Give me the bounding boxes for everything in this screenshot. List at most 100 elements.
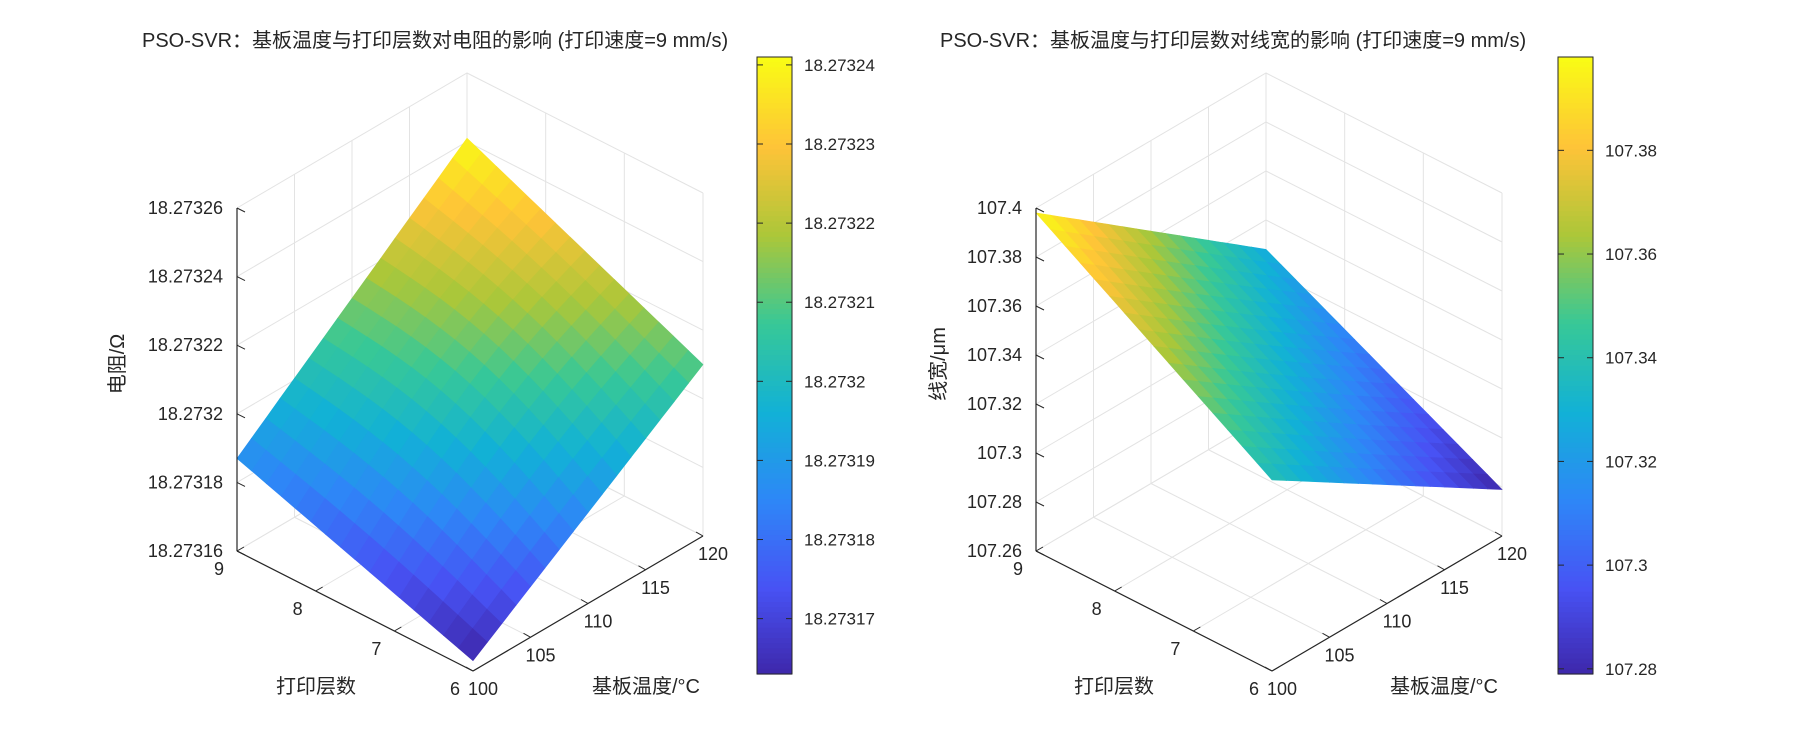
colorbar-swatch xyxy=(757,571,792,577)
colorbar-tick-label: 18.27322 xyxy=(804,214,875,233)
colorbar-swatch xyxy=(1558,380,1593,387)
colorbar-swatch xyxy=(1558,262,1593,269)
colorbar-swatch xyxy=(1558,375,1593,382)
colorbar-swatch xyxy=(1558,190,1593,197)
colorbar-swatch xyxy=(757,653,792,660)
z-tick-label: 107.3 xyxy=(977,443,1022,463)
resistance-x-axis-label: 基板温度/°C xyxy=(592,675,700,698)
z-tick-mark xyxy=(236,344,246,350)
colorbar-swatch xyxy=(757,437,792,444)
colorbar-swatch xyxy=(1558,324,1593,331)
colorbar-tick-label: 107.36 xyxy=(1605,245,1657,264)
colorbar-swatch xyxy=(1558,555,1593,562)
colorbar-swatch xyxy=(757,108,792,115)
colorbar-swatch xyxy=(757,200,792,207)
colorbar-swatch xyxy=(757,206,792,212)
colorbar-swatch xyxy=(1558,175,1593,181)
colorbar-swatch xyxy=(1558,478,1593,485)
z-tick-label: 18.27316 xyxy=(148,541,223,561)
z-tick-label: 18.27322 xyxy=(148,335,223,355)
colorbar-swatch xyxy=(1558,365,1593,372)
colorbar-swatch xyxy=(1558,329,1593,336)
colorbar-swatch xyxy=(757,190,792,197)
colorbar-swatch xyxy=(1558,154,1593,161)
resistance-y-axis-label: 打印层数 xyxy=(276,675,356,698)
grid-line xyxy=(1035,72,1503,209)
colorbar-swatch xyxy=(757,329,792,336)
colorbar-swatch xyxy=(757,350,792,356)
colorbar-swatch xyxy=(757,473,792,480)
colorbar-swatch xyxy=(757,57,792,63)
colorbar-swatch xyxy=(1558,473,1593,480)
colorbar-swatch xyxy=(757,396,792,403)
z-tick-label: 107.38 xyxy=(967,247,1022,267)
colorbar-swatch xyxy=(757,560,792,567)
colorbar-swatch xyxy=(1558,391,1593,397)
colorbar-swatch xyxy=(1558,200,1593,207)
colorbar-swatch xyxy=(757,149,792,156)
colorbar-swatch xyxy=(757,581,792,588)
resistance-ticks: 100 105 110 115 120 6 7 8 918.27316 18.27318 18.27… xyxy=(148,198,728,699)
colorbar-swatch xyxy=(1558,668,1593,675)
y-tick-mark xyxy=(1035,546,1044,552)
x-tick-label: 100 xyxy=(468,679,498,699)
x-tick-mark xyxy=(1437,565,1445,571)
colorbar-swatch xyxy=(1558,278,1593,284)
z-tick-label: 18.2732 xyxy=(158,404,223,424)
linewidth-surface-chart: 1001051101151206789107.26107.28107.3107.… xyxy=(927,29,1657,699)
colorbar-swatch xyxy=(1558,411,1593,418)
colorbar-swatch xyxy=(1558,98,1593,104)
colorbar-swatch xyxy=(1558,524,1593,531)
colorbar-swatch xyxy=(757,427,792,433)
y-tick-mark xyxy=(472,666,481,672)
z-tick-label: 107.32 xyxy=(967,394,1022,414)
colorbar-swatch xyxy=(757,298,792,305)
colorbar-swatch xyxy=(757,98,792,104)
y-tick-mark xyxy=(1271,666,1280,672)
z-tick-label: 18.27326 xyxy=(148,198,223,218)
colorbar-swatch xyxy=(1558,226,1593,233)
colorbar-swatch xyxy=(1558,591,1593,598)
colorbar-swatch xyxy=(1558,463,1593,469)
grid-line xyxy=(1208,449,1445,571)
colorbar-swatch xyxy=(1558,267,1593,274)
colorbar-swatch xyxy=(757,596,792,603)
colorbar-swatch xyxy=(757,519,792,526)
colorbar-swatch xyxy=(1558,663,1593,670)
colorbar-swatch xyxy=(757,242,792,248)
colorbar-swatch xyxy=(757,406,792,413)
colorbar-swatch xyxy=(1558,206,1593,212)
colorbar-swatch xyxy=(1558,653,1593,660)
colorbar-swatch xyxy=(1558,344,1593,351)
colorbar-swatch xyxy=(1558,298,1593,305)
resistance-surface-chart: 100105110115120678918.2731618.2731818.27… xyxy=(106,29,875,699)
colorbar-swatch xyxy=(1558,452,1593,459)
z-tick-mark xyxy=(236,276,246,282)
x-tick-label: 105 xyxy=(1324,645,1354,665)
colorbar-swatch xyxy=(1558,386,1593,392)
colorbar-swatch xyxy=(757,324,792,331)
colorbar-swatch xyxy=(1558,308,1593,315)
colorbar-swatch xyxy=(757,365,792,372)
colorbar-swatch xyxy=(757,344,792,351)
z-tick-mark xyxy=(1035,403,1045,409)
colorbar-swatch xyxy=(1558,118,1593,125)
colorbar-tick-label: 18.27321 xyxy=(804,293,875,312)
colorbar-swatch xyxy=(757,668,792,675)
colorbar-tick-label: 107.32 xyxy=(1605,452,1657,471)
colorbar-swatch xyxy=(757,77,792,84)
colorbar-tick-label: 18.27317 xyxy=(804,610,875,629)
colorbar-swatch xyxy=(1558,139,1593,146)
colorbar-swatch xyxy=(757,386,792,392)
z-tick-label: 18.27318 xyxy=(148,472,223,492)
colorbar-swatch xyxy=(757,103,792,110)
colorbar-swatch xyxy=(1558,221,1593,228)
colorbar-swatch xyxy=(1558,442,1593,449)
linewidth-chart-title: PSO-SVR：基板温度与打印层数对线宽的影响 (打印速度=9 mm/s) xyxy=(940,29,1526,52)
colorbar-swatch xyxy=(1558,216,1593,223)
colorbar-frame xyxy=(756,56,793,675)
linewidth-x-axis-label: 基板温度/°C xyxy=(1390,675,1498,698)
colorbar-swatch xyxy=(757,566,792,572)
z-tick-label: 107.34 xyxy=(967,345,1022,365)
x-tick-mark xyxy=(580,599,589,604)
